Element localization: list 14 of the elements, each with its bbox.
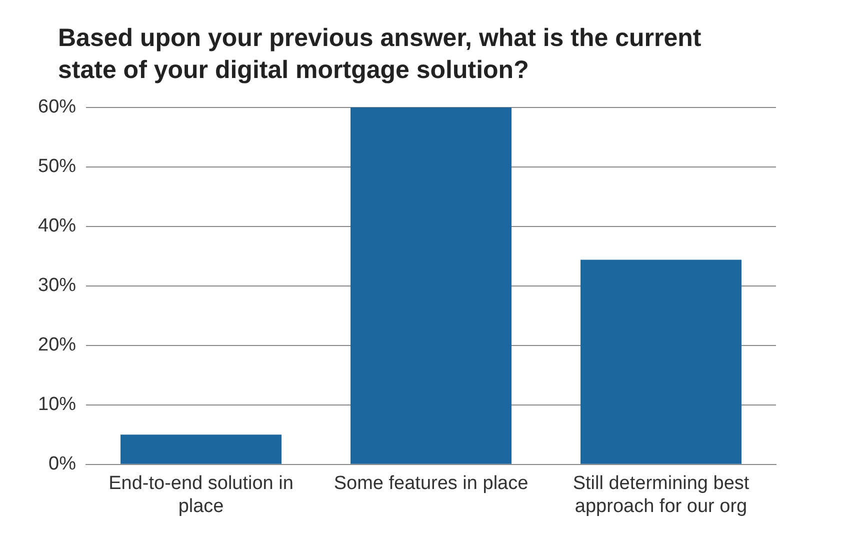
bar (580, 260, 742, 464)
x-tick-label: Still determining best approach for our org (572, 473, 750, 517)
chart-title: Based upon your previous answer, what is the current state of your digital mortgage solution? (57, 23, 702, 86)
bar (350, 107, 512, 464)
y-tick-label: 60% (38, 96, 76, 118)
y-tick-label: 30% (38, 275, 76, 296)
y-tick-label: 10% (38, 394, 76, 416)
bar (120, 434, 282, 464)
x-tick-label: End-to-end solution in place (108, 473, 294, 517)
y-tick-label: 20% (38, 334, 76, 356)
y-tick-label: 0% (48, 454, 76, 475)
y-tick-label: 50% (38, 156, 76, 178)
y-tick-label: 40% (38, 216, 76, 237)
x-tick-label: Some features in place (334, 473, 528, 494)
